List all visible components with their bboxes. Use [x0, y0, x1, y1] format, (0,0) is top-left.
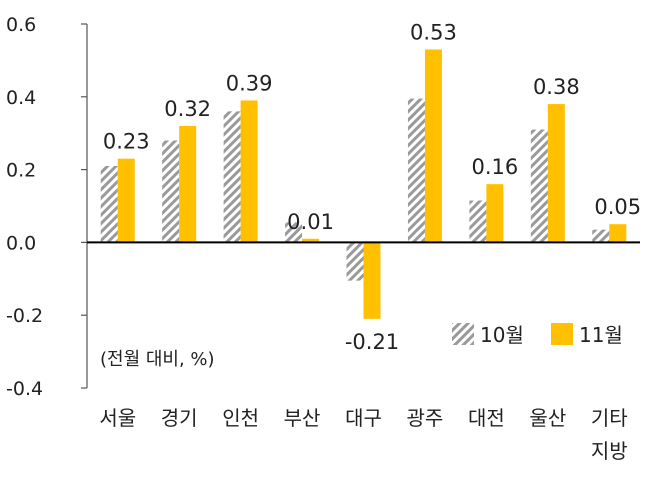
bar-10월-광주	[407, 98, 425, 243]
x-category-label: 대구	[345, 406, 382, 430]
bar-10월-인천	[223, 111, 241, 243]
x-category-label: 울산	[529, 406, 566, 430]
y-tick-label: -0.4	[6, 378, 43, 400]
x-category-label: 대전	[468, 406, 505, 430]
x-category-label: 지방	[591, 439, 628, 463]
bar-11월-경기	[179, 125, 197, 243]
bar-11월-기타지방	[609, 224, 627, 243]
bar-11월-대전	[486, 184, 504, 243]
bar-10월-경기	[162, 140, 180, 243]
data-label: 0.23	[103, 130, 150, 154]
data-label: -0.21	[345, 330, 399, 354]
legend: 10월 11월	[452, 323, 623, 347]
data-label: 0.53	[410, 20, 457, 44]
y-tick-label: 0.0	[6, 232, 36, 254]
legend-label-11월: 11월	[579, 323, 623, 347]
bar-10월-기타지방	[592, 229, 610, 243]
y-tick-label: -0.2	[6, 305, 43, 327]
x-category-label: 광주	[407, 406, 444, 430]
legend-swatch-11월	[551, 323, 573, 345]
x-category-label: 경기	[161, 406, 198, 430]
x-category-label: 인천	[222, 406, 259, 430]
x-category-label: 서울	[99, 406, 136, 430]
data-labels-group: 0.23 0.32 0.39 0.01 -0.21 0.53 0.16 0.38 0.05	[103, 20, 641, 353]
legend-label-10월: 10월	[480, 323, 524, 347]
data-label: 0.39	[226, 71, 273, 95]
bar-10월-대전	[469, 200, 487, 243]
y-tick-label: 0.6	[6, 14, 36, 36]
y-tick-label: 0.2	[6, 160, 36, 182]
x-category-label: 부산	[284, 406, 321, 430]
data-label: 0.38	[533, 75, 580, 99]
x-category-label: 기타	[591, 406, 628, 430]
bar-10월-부산	[285, 222, 303, 243]
data-label: 0.05	[594, 195, 641, 219]
bar-11월-광주	[424, 49, 442, 243]
data-label: 0.16	[472, 155, 519, 179]
y-axis: 0.6 0.4 0.2 0.0 -0.2 -0.4	[6, 14, 88, 400]
unit-note: (전월 대비, %)	[100, 349, 215, 370]
bar-11월-서울	[117, 158, 135, 243]
bar-11월-울산	[547, 104, 565, 243]
legend-swatch-10월	[452, 323, 474, 345]
bar-10월-대구	[346, 242, 364, 281]
data-label: 0.32	[164, 97, 211, 121]
bar-11월-대구	[363, 242, 381, 319]
bar-11월-부산	[302, 238, 320, 243]
bar-10월-서울	[100, 165, 118, 243]
bar-10월-울산	[530, 129, 548, 243]
bar-11월-인천	[240, 100, 258, 243]
bars-group	[100, 49, 627, 319]
y-tick-label: 0.4	[6, 87, 36, 109]
data-label: 0.01	[287, 210, 334, 234]
